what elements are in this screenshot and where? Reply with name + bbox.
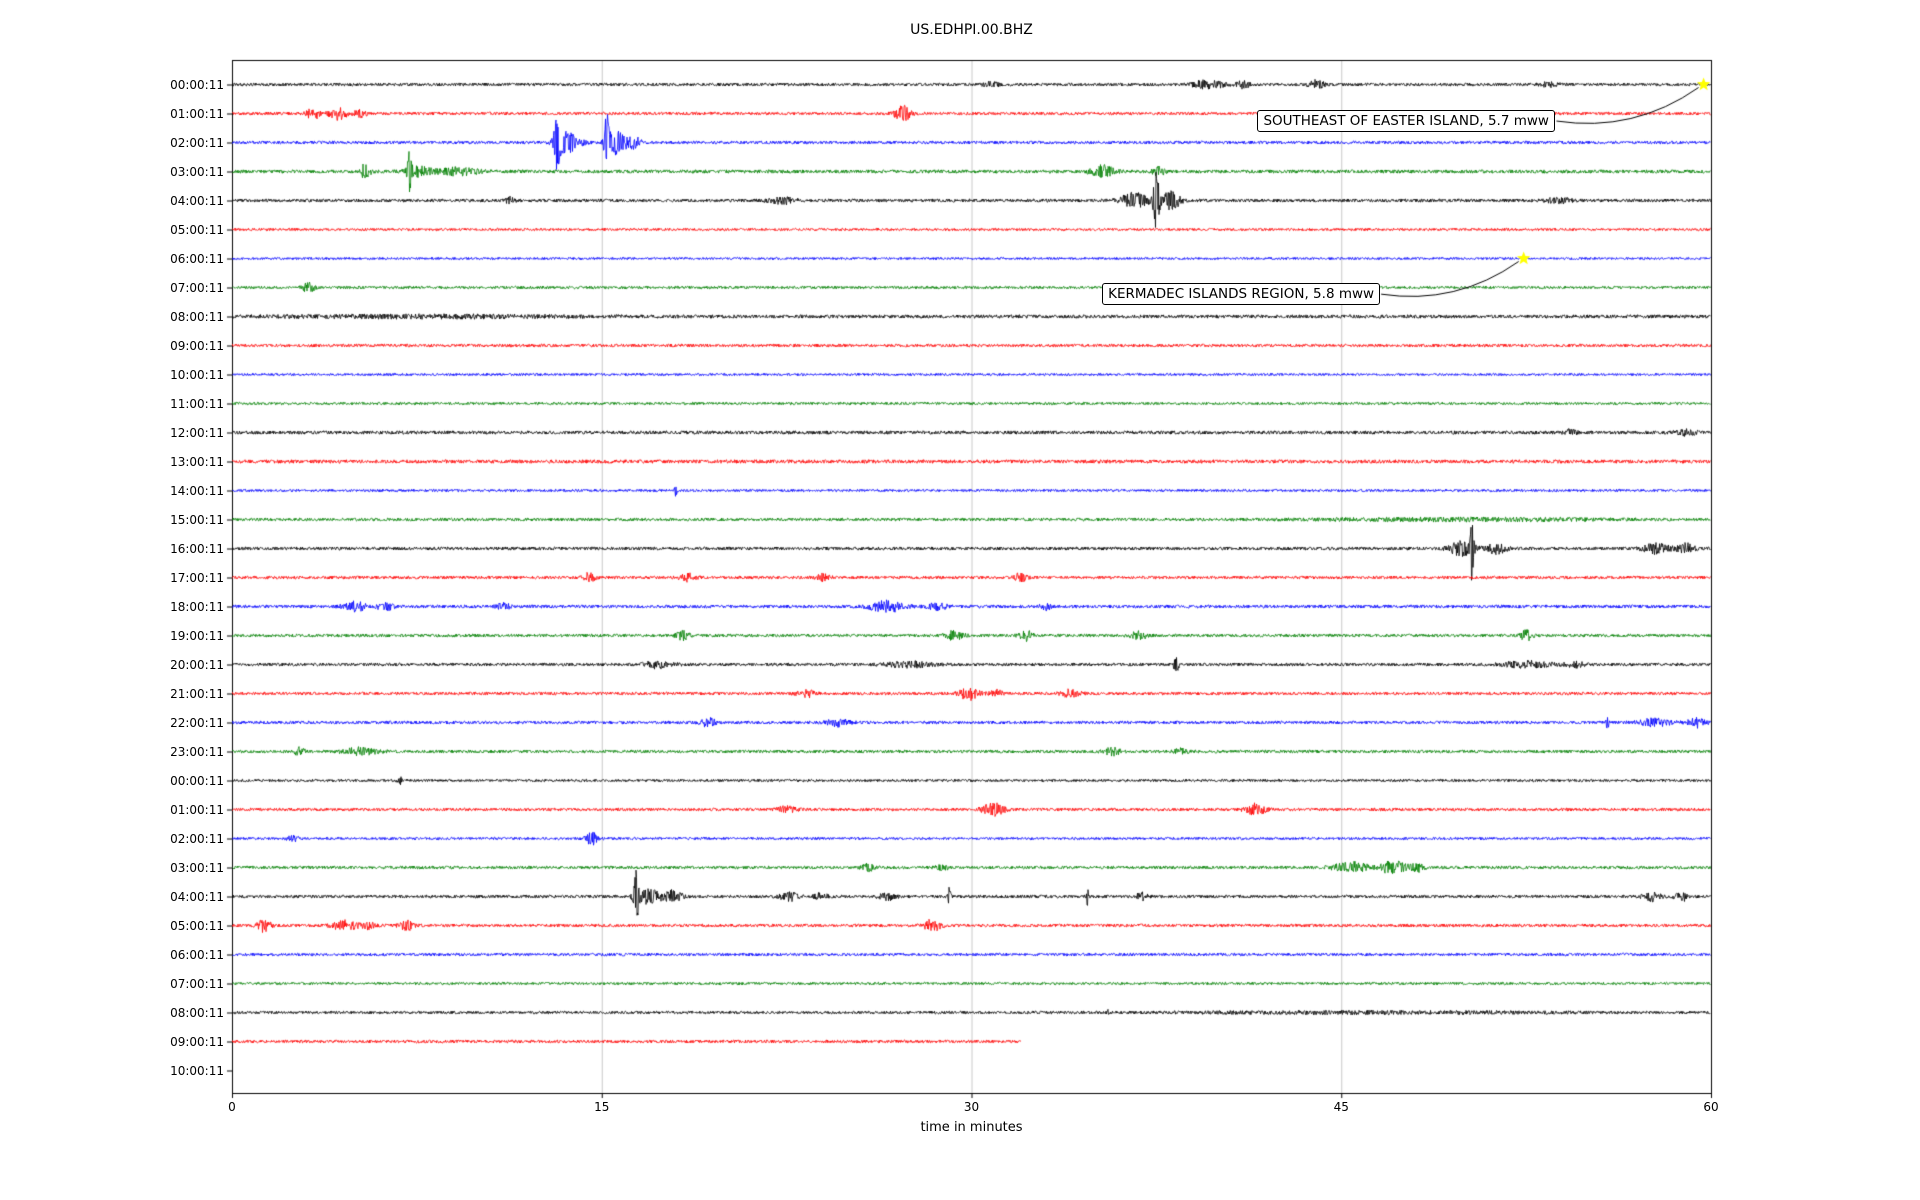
- y-axis-tick-label: 01:00:11: [170, 106, 224, 121]
- y-axis-tick-label: 05:00:11: [170, 918, 224, 933]
- y-axis-tick-label: 19:00:11: [170, 628, 224, 643]
- y-axis-tick-label: 03:00:11: [170, 860, 224, 875]
- y-axis-tick-label: 04:00:11: [170, 889, 224, 904]
- y-axis-tick-label: 18:00:11: [170, 599, 224, 614]
- y-axis-tick-label: 02:00:11: [170, 135, 224, 150]
- y-axis-tick-label: 01:00:11: [170, 802, 224, 817]
- y-axis-tick-label: 07:00:11: [170, 280, 224, 295]
- figure-title: US.EDHPI.00.BHZ: [910, 22, 1033, 38]
- y-axis-tick-label: 10:00:11: [170, 1063, 224, 1078]
- y-axis-tick-label: 09:00:11: [170, 338, 224, 353]
- x-axis-tick-label: 45: [1333, 1100, 1349, 1114]
- y-axis-tick-label: 04:00:11: [170, 193, 224, 208]
- y-axis-tick-label: 12:00:11: [170, 425, 224, 440]
- annotation-kermadec: KERMADEC ISLANDS REGION, 5.8 mww: [1102, 283, 1381, 306]
- y-axis-tick-label: 00:00:11: [170, 77, 224, 92]
- x-axis-tick-label: 15: [594, 1100, 610, 1114]
- y-axis-tick-label: 09:00:11: [170, 1034, 224, 1049]
- y-axis-tick-label: 10:00:11: [170, 367, 224, 382]
- y-axis-tick-label: 23:00:11: [170, 744, 224, 759]
- y-axis-tick-label: 00:00:11: [170, 773, 224, 788]
- y-axis-tick-label: 22:00:11: [170, 715, 224, 730]
- x-axis-tick-label: 30: [963, 1100, 980, 1114]
- y-axis-tick-label: 11:00:11: [170, 396, 224, 411]
- x-axis-label: time in minutes: [920, 1120, 1023, 1135]
- y-axis-tick-label: 08:00:11: [170, 309, 224, 324]
- y-axis-tick-label: 06:00:11: [170, 251, 224, 266]
- x-axis-tick-label: 60: [1703, 1100, 1719, 1114]
- annotation-easter-island: SOUTHEAST OF EASTER ISLAND, 5.7 mww: [1257, 110, 1555, 133]
- y-axis-tick-label: 16:00:11: [170, 541, 224, 556]
- y-axis-tick-label: 05:00:11: [170, 222, 224, 237]
- y-axis-tick-label: 21:00:11: [170, 686, 224, 701]
- y-axis-tick-label: 02:00:11: [170, 831, 224, 846]
- y-axis-tick-label: 07:00:11: [170, 976, 224, 991]
- y-axis-tick-label: 03:00:11: [170, 164, 224, 179]
- y-axis-tick-label: 14:00:11: [170, 483, 224, 498]
- y-axis-tick-label: 08:00:11: [170, 1005, 224, 1020]
- y-axis-tick-label: 13:00:11: [170, 454, 224, 469]
- y-axis-tick-label: 17:00:11: [170, 570, 224, 585]
- x-axis-tick-label: 0: [228, 1100, 236, 1114]
- y-axis-tick-label: 06:00:11: [170, 947, 224, 962]
- y-axis-tick-label: 15:00:11: [170, 512, 224, 527]
- y-axis-tick-label: 20:00:11: [170, 657, 224, 672]
